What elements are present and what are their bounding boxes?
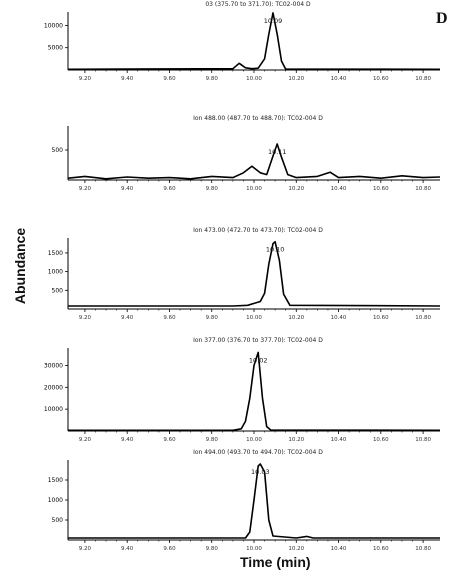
panel-title: Ion 494.00 (493.70 to 494.70): TC02-004 … xyxy=(193,449,323,456)
peak-label: 10.10 xyxy=(266,246,285,254)
panel-title: 03 (375.70 to 371.70): TC02-004 D xyxy=(205,1,311,8)
x-tick-label: 9.80 xyxy=(206,76,219,82)
x-tick-label: 9.60 xyxy=(163,437,176,443)
x-tick-label: 10.20 xyxy=(288,437,304,443)
series-line xyxy=(67,143,441,180)
x-tick-label: 9.60 xyxy=(163,186,176,192)
series-line xyxy=(68,351,441,432)
y-tick-label: 10000 xyxy=(44,406,63,413)
series-line xyxy=(68,240,441,307)
panel-title: Ion 473.00 (472.70 to 473.70): TC02-004 … xyxy=(193,227,323,234)
x-tick-label: 10.80 xyxy=(415,186,431,192)
x-tick-label: 9.20 xyxy=(79,546,92,552)
x-tick-label: 9.40 xyxy=(121,546,134,552)
y-tick-label: 1000 xyxy=(48,269,63,276)
x-tick-label: 9.40 xyxy=(121,315,134,321)
x-tick-label: 10.00 xyxy=(246,437,262,443)
x-tick-label: 10.80 xyxy=(415,315,431,321)
x-tick-label: 10.20 xyxy=(288,76,304,82)
x-tick-label: 9.40 xyxy=(121,186,134,192)
series-line xyxy=(68,463,440,539)
peak-label: 10.03 xyxy=(251,468,270,476)
peak-label: 10.02 xyxy=(249,356,268,364)
x-tick-label: 9.60 xyxy=(163,315,176,321)
y-tick-label: 20000 xyxy=(44,384,63,391)
x-tick-label: 9.20 xyxy=(79,76,92,82)
x-tick-label: 9.80 xyxy=(206,437,219,443)
x-tick-label: 9.20 xyxy=(79,186,92,192)
x-tick-label: 10.60 xyxy=(373,315,389,321)
x-tick-label: 10.40 xyxy=(331,546,347,552)
x-tick-label: 10.60 xyxy=(373,186,389,192)
x-tick-label: 10.20 xyxy=(288,186,304,192)
peak-label: 10.09 xyxy=(264,17,283,25)
x-tick-label: 10.40 xyxy=(331,186,347,192)
x-tick-label: 9.80 xyxy=(206,186,219,192)
x-tick-label: 10.80 xyxy=(415,437,431,443)
series-line xyxy=(67,12,441,71)
x-tick-label: 10.00 xyxy=(246,76,262,82)
x-tick-label: 9.20 xyxy=(79,315,92,321)
x-tick-label: 10.00 xyxy=(246,315,262,321)
x-tick-label: 10.40 xyxy=(331,437,347,443)
y-tick-label: 5000 xyxy=(48,45,63,52)
y-tick-label: 1500 xyxy=(48,250,63,257)
x-tick-label: 10.40 xyxy=(331,76,347,82)
x-tick-label: 10.40 xyxy=(331,315,347,321)
panel-title: Ion 488.00 (487.70 to 488.70): TC02-004 … xyxy=(193,115,323,122)
y-tick-label: 1500 xyxy=(48,477,63,484)
y-tick-label: 10000 xyxy=(44,22,63,29)
panel-letter: D xyxy=(436,10,448,27)
y-axis-label: Abundance xyxy=(12,227,28,305)
y-tick-label: 500 xyxy=(52,287,64,294)
panel-title: Ion 377.00 (376.70 to 377.70): TC02-004 … xyxy=(193,337,323,344)
y-tick-label: 500 xyxy=(52,517,64,524)
x-tick-label: 9.80 xyxy=(206,315,219,321)
y-tick-label: 1000 xyxy=(48,497,63,504)
peak-label: 10.11 xyxy=(268,148,287,156)
x-tick-label: 9.60 xyxy=(163,546,176,552)
x-tick-label: 9.20 xyxy=(79,437,92,443)
x-tick-label: 9.40 xyxy=(121,437,134,443)
x-tick-label: 10.20 xyxy=(288,546,304,552)
x-tick-label: 9.60 xyxy=(163,76,176,82)
y-tick-label: 30000 xyxy=(44,362,63,369)
y-tick-label: 500 xyxy=(52,147,64,154)
x-axis-label: Time (min) xyxy=(240,554,311,570)
x-tick-label: 10.60 xyxy=(373,76,389,82)
x-tick-label: 9.40 xyxy=(121,76,134,82)
x-tick-label: 10.80 xyxy=(415,546,431,552)
x-tick-label: 10.00 xyxy=(246,186,262,192)
x-tick-label: 10.80 xyxy=(415,76,431,82)
x-tick-label: 10.00 xyxy=(246,546,262,552)
x-tick-label: 10.60 xyxy=(373,546,389,552)
x-tick-label: 10.60 xyxy=(373,437,389,443)
x-tick-label: 10.20 xyxy=(288,315,304,321)
x-tick-label: 9.80 xyxy=(206,546,219,552)
